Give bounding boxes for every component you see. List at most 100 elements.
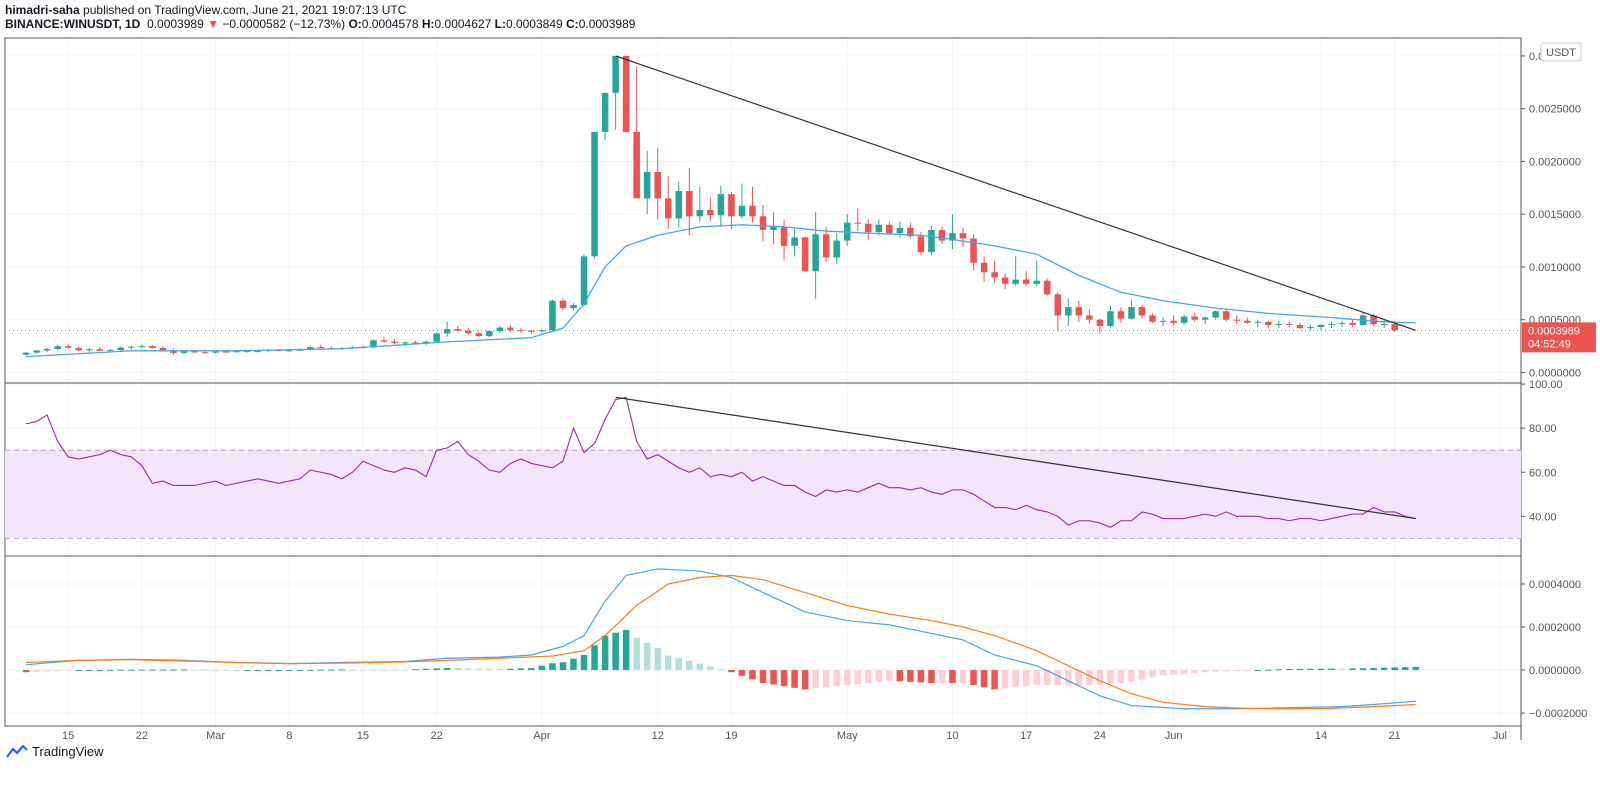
candle-body: [422, 341, 430, 344]
macd-histogram-bar: [612, 632, 619, 671]
macd-histogram-bar: [180, 669, 188, 671]
macd-histogram-bar: [128, 669, 135, 671]
macd-histogram-bar: [1265, 669, 1272, 671]
x-tick-label: 15: [357, 730, 369, 742]
symbol-name[interactable]: BINANCE:WINUSDT, 1D: [5, 17, 141, 31]
macd-histogram-bar: [1391, 667, 1398, 671]
macd-histogram-bar: [1149, 670, 1156, 678]
candle-body: [770, 226, 777, 231]
macd-histogram-bar: [959, 670, 967, 683]
candle-body: [380, 340, 388, 342]
candle-body: [1022, 279, 1030, 284]
macd-histogram-bar: [875, 670, 883, 682]
open-label: O:: [348, 17, 362, 31]
candle-body: [475, 333, 483, 337]
price-y-tick-label: 0.0025000: [1529, 104, 1581, 116]
price-pane: [5, 55, 1521, 358]
macd-histogram-bar: [296, 669, 304, 671]
candle-body: [1286, 323, 1293, 325]
macd-histogram-bar: [907, 670, 914, 682]
macd-histogram-bar: [559, 662, 567, 671]
currency-button[interactable]: USDT: [1540, 42, 1582, 62]
x-tick-label: 22: [431, 730, 443, 742]
candle-body: [1033, 280, 1040, 284]
candle-body: [233, 351, 240, 353]
macd-histogram-bar: [1296, 668, 1304, 671]
candle-body: [159, 347, 167, 351]
macd-histogram-bar: [738, 670, 746, 676]
candle-body: [1159, 320, 1167, 322]
macd-histogram-bar: [696, 663, 704, 671]
x-tick-label: 22: [136, 730, 148, 742]
macd-histogram-bar: [1244, 670, 1251, 672]
macd-pane: [22, 568, 1419, 710]
candle-body: [517, 330, 525, 332]
macd-histogram-bar: [1128, 670, 1135, 682]
macd-histogram-bar: [854, 670, 862, 685]
rsi-pane: [25, 396, 1416, 528]
macd-histogram-bar: [1022, 670, 1030, 687]
badge-countdown: 04:52:49: [1528, 338, 1571, 350]
candle-body: [738, 205, 746, 217]
candle-body: [570, 304, 577, 309]
macd-histogram-bar: [254, 670, 261, 672]
signal-line: [26, 574, 1416, 710]
macd-histogram-bar: [759, 670, 767, 683]
candle-body: [180, 351, 188, 353]
brand-name: TradingView: [32, 744, 104, 759]
x-tick-label: 21: [1389, 730, 1401, 742]
candle-body: [1043, 280, 1051, 295]
macd-histogram-bar: [433, 668, 440, 671]
candle-body: [1128, 307, 1135, 319]
footer[interactable]: TradingView: [6, 744, 104, 759]
author-name[interactable]: himadri-saha: [5, 3, 80, 17]
candle-body: [1391, 324, 1398, 331]
candle-body: [1275, 323, 1283, 325]
macd-histogram-bar: [865, 670, 872, 683]
candle-body: [1201, 317, 1209, 320]
candle-body: [886, 224, 893, 234]
macd-histogram-bar: [275, 670, 282, 672]
candle-body: [285, 350, 293, 352]
symbol-line: BINANCE:WINUSDT, 1D 0.0003989 ▼ −0.00005…: [5, 17, 635, 31]
low-value: 0.0003849: [505, 17, 563, 31]
macd-histogram-bar: [475, 668, 483, 671]
macd-histogram-bar: [496, 668, 504, 671]
macd-histogram-bar: [507, 668, 514, 671]
candle-body: [980, 262, 988, 273]
macd-histogram-bar: [1380, 667, 1388, 671]
price-y-tick-label: 0.0010000: [1529, 262, 1581, 274]
macd-histogram-bar: [1328, 668, 1335, 671]
candle-body: [222, 351, 230, 353]
candle-body: [728, 194, 735, 217]
macd-histogram-bar: [843, 670, 851, 686]
macd-histogram-bar: [401, 669, 409, 671]
macd-histogram-bar: [1254, 669, 1262, 671]
candle-body: [696, 209, 704, 217]
macd-histogram-bar: [338, 669, 346, 671]
x-tick-label: Apr: [533, 730, 550, 742]
macd-histogram-bar: [464, 668, 472, 671]
x-tick-label: 14: [1315, 730, 1327, 742]
macd-histogram-bar: [1233, 670, 1241, 672]
macd-histogram-bar: [686, 660, 693, 671]
macd-histogram-bar: [749, 670, 756, 680]
candle-body: [580, 256, 588, 305]
candle-body: [33, 350, 40, 353]
macd-histogram-bar: [780, 670, 788, 687]
macd-histogram-bar: [443, 667, 451, 671]
candle-body: [507, 327, 514, 331]
candle-body: [85, 349, 93, 351]
macd-histogram-bar: [1338, 668, 1346, 671]
rsi-y-tick-label: 100.00: [1529, 379, 1563, 391]
candle-body: [54, 346, 61, 350]
macd-histogram-bar: [675, 658, 683, 671]
macd-histogram-bar: [170, 669, 177, 671]
candle-body: [549, 300, 556, 331]
candle-body: [1001, 277, 1009, 284]
close-value: 0.0003989: [578, 17, 636, 31]
candle-body: [601, 92, 609, 132]
candle-body: [117, 347, 125, 351]
x-tick-label: Jul: [1493, 730, 1507, 742]
